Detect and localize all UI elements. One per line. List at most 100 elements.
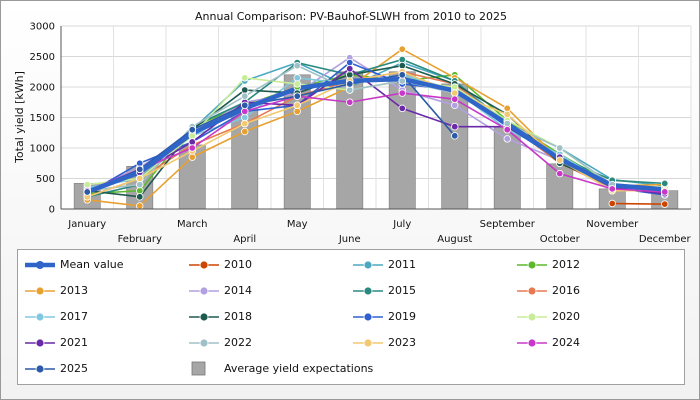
y-tick-label: 2500 xyxy=(30,52,55,63)
legend-marker xyxy=(353,338,383,348)
chart-svg: Annual Comparison: PV-Bauhof-SLWH from 2… xyxy=(13,10,692,245)
point-2015 xyxy=(398,55,406,64)
legend-label: 2012 xyxy=(552,258,580,271)
point-2019 xyxy=(136,159,144,167)
x-tick-label: April xyxy=(233,234,256,245)
legend-label: Average yield expectations xyxy=(224,362,374,375)
legend-label: 2015 xyxy=(388,284,416,297)
point-2015 xyxy=(661,179,669,188)
point-2024 xyxy=(188,144,196,152)
point-2021 xyxy=(451,122,459,131)
point-2024 xyxy=(346,98,354,106)
point-2022 xyxy=(136,180,144,189)
legend-label: 2024 xyxy=(552,336,580,349)
x-tick-label: May xyxy=(287,219,308,230)
point-2022 xyxy=(346,86,354,94)
point-2020 xyxy=(451,83,459,91)
series-line-2024 xyxy=(86,92,665,193)
point-2018 xyxy=(241,86,249,94)
x-tick-label: November xyxy=(586,219,639,230)
point-2018 xyxy=(398,61,406,70)
point-2022 xyxy=(556,144,564,152)
point-2013 xyxy=(241,127,249,136)
point-2014 xyxy=(503,135,511,143)
y-tick-label: 0 xyxy=(49,205,55,216)
x-tick-label: June xyxy=(338,234,361,245)
point-2017 xyxy=(293,74,301,82)
legend-label: 2023 xyxy=(388,336,416,349)
point-2019 xyxy=(346,58,354,67)
point-2023 xyxy=(241,119,249,128)
legend-marker xyxy=(189,286,219,296)
bar-layer xyxy=(73,71,679,210)
point-2017 xyxy=(241,113,249,122)
legend: Mean value 2010 2011 2012 2013 2014 2015 2016 20… xyxy=(17,249,685,385)
point-2024 xyxy=(241,107,249,116)
point-2025 xyxy=(83,188,91,196)
point-2025 xyxy=(451,132,459,140)
bar-average-yield xyxy=(493,126,521,210)
point-2025 xyxy=(293,92,301,100)
point-2021 xyxy=(398,104,406,113)
point-2013 xyxy=(293,107,301,116)
point-2020 xyxy=(188,132,196,140)
point-2013 xyxy=(398,45,406,53)
point-2025 xyxy=(398,71,406,79)
point-2021 xyxy=(346,64,354,73)
y-axis-title: Total yield [kWh] xyxy=(13,71,26,164)
legend-marker xyxy=(25,261,55,269)
y-tick-labels: 0 500 1000 1500 2000 2500 3000 xyxy=(30,22,55,216)
point-2012 xyxy=(136,186,144,195)
legend-label: 2013 xyxy=(60,284,88,297)
legend-label: 2022 xyxy=(224,336,252,349)
x-tick-label: March xyxy=(177,219,207,230)
point-2021 xyxy=(188,138,196,146)
legend-marker xyxy=(353,286,383,296)
x-tick-label: December xyxy=(639,234,692,245)
legend-label: 2018 xyxy=(224,310,252,323)
point-2013 xyxy=(503,104,511,113)
point-2023 xyxy=(556,156,564,164)
legend-label: 2016 xyxy=(552,284,580,297)
legend-marker xyxy=(189,260,219,270)
point-2014 xyxy=(451,101,459,109)
point-2010 xyxy=(608,199,616,208)
legend-marker xyxy=(517,312,547,322)
line-layer xyxy=(86,48,665,207)
x-tick-labels: January February March April May June July Augu… xyxy=(67,219,691,245)
legend-label: 2020 xyxy=(552,310,580,323)
legend-marker xyxy=(517,338,547,348)
point-2024 xyxy=(503,125,511,134)
point-2013 xyxy=(136,202,144,210)
legend-marker xyxy=(25,338,55,348)
legend-marker xyxy=(189,338,219,348)
legend-label: 2019 xyxy=(388,310,416,323)
point-2024 xyxy=(451,95,459,103)
x-tick-label: July xyxy=(392,219,411,230)
legend-marker xyxy=(191,361,206,376)
point-2013 xyxy=(188,153,196,161)
legend-marker xyxy=(353,312,383,322)
point-2020 xyxy=(83,180,91,189)
x-tick-label: February xyxy=(118,234,162,245)
legend-label: 2010 xyxy=(224,258,252,271)
legend-label: 2025 xyxy=(60,362,88,375)
legend-label: Mean value xyxy=(60,258,124,271)
point-layer xyxy=(83,45,669,210)
point-2023 xyxy=(136,174,144,183)
legend-marker xyxy=(25,286,55,296)
y-tick-label: 2000 xyxy=(30,83,55,94)
point-2025 xyxy=(136,165,144,174)
point-2018 xyxy=(346,71,354,79)
x-tick-label: August xyxy=(437,234,472,245)
point-2022 xyxy=(293,61,301,70)
point-2024 xyxy=(556,169,564,178)
legend-marker xyxy=(517,260,547,270)
legend-marker xyxy=(353,260,383,270)
point-2025 xyxy=(346,80,354,88)
point-2020 xyxy=(241,74,249,82)
legend-marker xyxy=(189,312,219,322)
legend-label: 2014 xyxy=(224,284,252,297)
point-2023 xyxy=(503,110,511,119)
